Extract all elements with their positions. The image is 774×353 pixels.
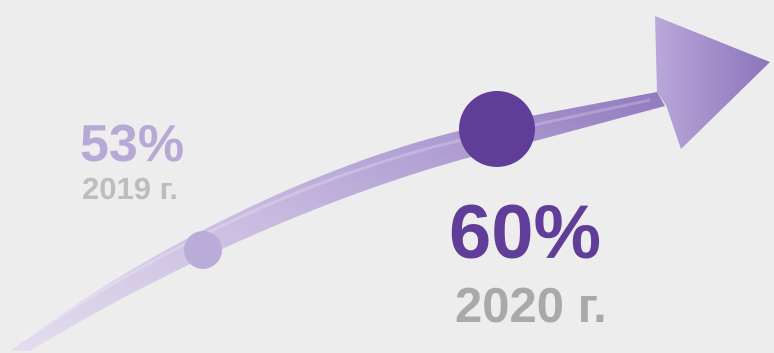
data-point-2020 <box>459 91 535 167</box>
year-label-2019: 2019 г. <box>82 171 178 206</box>
arrow-shaft <box>10 92 665 351</box>
value-label-2019: 53% <box>80 115 185 173</box>
year-label-2020: 2020 г. <box>455 279 607 333</box>
data-point-2019 <box>184 231 222 269</box>
arrow-head <box>655 16 770 149</box>
arrow-highlight <box>23 98 651 342</box>
value-label-2020: 60% <box>449 190 602 275</box>
